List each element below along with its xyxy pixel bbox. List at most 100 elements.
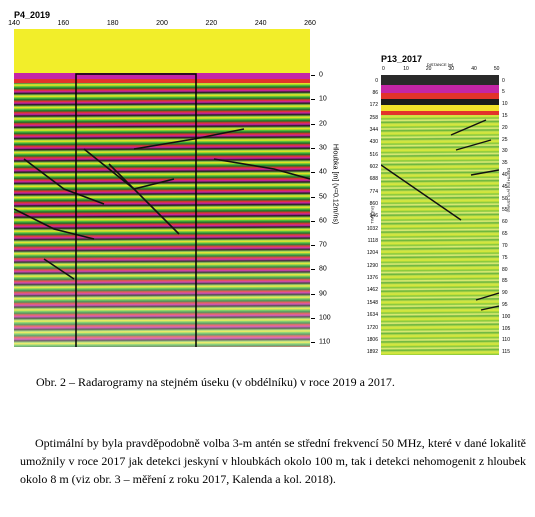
distance-tick-label: 180 (106, 20, 119, 27)
distance-tick-label: 30 (448, 66, 455, 72)
right-radargram-depth-axis-title: DEPTH [m] (v=0.12m/ns) (506, 167, 512, 213)
depth-tick-label: 0 (502, 77, 505, 84)
time-tick-label: 860 (369, 201, 378, 208)
distance-tick-label: 200 (156, 20, 168, 27)
depth-tick-label: 60 (502, 219, 508, 226)
depth-tick-label: 105 (502, 325, 511, 332)
axis-tick-mark (311, 75, 315, 77)
depth-tick-label: 95 (502, 301, 508, 308)
axis-tick-mark (311, 317, 315, 319)
left-radargram-depth-axis: 0 10 20 30 40 50 60 70 80 90 100 110 (311, 29, 351, 347)
time-tick-label: 430 (369, 139, 378, 146)
time-tick-label: 1720 (366, 324, 378, 331)
left-radargram-distance-axis: 140 160 180 200 220 240 260 (8, 20, 316, 30)
time-tick-label: 1548 (366, 299, 378, 306)
distance-tick-label: 140 (8, 20, 20, 27)
time-tick-label: 1376 (366, 275, 378, 282)
depth-tick-label: 40 (502, 172, 508, 179)
axis-tick-mark (311, 196, 315, 198)
depth-tick-label: 20 (502, 124, 508, 131)
comparison-rectangle (75, 73, 197, 347)
distance-tick-label: 240 (254, 20, 267, 27)
left-radargram-depth-axis-title: Hloubka [m] (v=0.12m/ns) (331, 143, 339, 225)
depth-tick-label: 30 (502, 148, 508, 155)
depth-tick-label: 55 (502, 207, 508, 214)
time-tick-label: 602 (369, 164, 378, 171)
depth-tick-label: 70 (319, 241, 327, 249)
distance-tick-label: 220 (205, 20, 218, 27)
time-tick-label: 1462 (366, 287, 378, 294)
time-tick-label: 516 (369, 151, 378, 158)
depth-tick-label: 75 (502, 254, 508, 261)
distance-tick-label: 0 (381, 66, 385, 72)
depth-tick-label: 10 (319, 95, 327, 103)
depth-tick-label: 0 (319, 71, 323, 79)
distance-tick-label: 10 (403, 66, 409, 72)
time-tick-label: 946 (369, 213, 378, 220)
distance-tick-label: 160 (57, 20, 70, 27)
depth-tick-label: 110 (502, 337, 510, 344)
right-radargram-distance-label: DISTANCE [m] (426, 62, 454, 67)
left-radargram-image (14, 29, 310, 347)
time-tick-label: 1892 (366, 349, 378, 356)
depth-tick-label: 50 (319, 193, 327, 201)
depth-tick-label: 60 (319, 217, 327, 225)
body-paragraph: Optimální by byla pravděpodobně volba 3-… (20, 436, 526, 486)
axis-tick-mark (311, 220, 315, 222)
depth-tick-label: 45 (502, 183, 508, 190)
right-radargram-title: P13_2017 (381, 54, 423, 64)
figure-caption: Obr. 2 – Radarogramy na stejném úseku (v… (36, 375, 395, 389)
right-radargram-time-axis-title: TIME [ns] (369, 206, 375, 224)
time-tick-label: 1290 (366, 262, 378, 269)
depth-tick-label: 5 (502, 89, 505, 96)
axis-tick-mark (311, 123, 315, 125)
time-tick-label: 774 (369, 188, 378, 195)
time-tick-label: 258 (369, 114, 378, 121)
depth-tick-label: 20 (319, 120, 327, 128)
depth-tick-label: 110 (319, 338, 331, 346)
axis-tick-mark (311, 99, 315, 101)
depth-tick-label: 35 (502, 160, 508, 167)
depth-tick-label: 85 (502, 278, 508, 285)
depth-tick-label: 70 (502, 242, 508, 249)
depth-tick-label: 10 (502, 101, 508, 108)
depth-tick-label: 25 (502, 136, 508, 143)
distance-tick-label: 50 (493, 66, 500, 72)
distance-tick-label: 260 (304, 20, 316, 27)
right-radargram-image (381, 75, 499, 355)
depth-tick-label: 90 (319, 290, 327, 298)
depth-tick-label: 65 (502, 231, 508, 238)
time-tick-label: 1118 (367, 238, 378, 245)
axis-tick-mark (311, 245, 315, 247)
time-tick-label: 172 (369, 102, 378, 109)
time-tick-label: 344 (369, 126, 378, 133)
right-radargram-distance-axis: 0 10 20 30 40 50 (381, 66, 499, 76)
right-radargram-depth-axis: 0 5 10 15 20 25 30 35 40 45 50 55 60 65 70 75 80 85 90 95 10… (499, 75, 519, 356)
depth-tick-label: 50 (502, 195, 508, 202)
depth-tick-label: 80 (319, 265, 327, 273)
time-tick-label: 688 (369, 176, 378, 183)
axis-tick-mark (311, 342, 315, 344)
axis-tick-mark (311, 293, 315, 295)
time-tick-label: 1806 (366, 336, 378, 343)
time-tick-label: 1634 (366, 312, 378, 319)
time-tick-label: 1032 (366, 225, 378, 232)
depth-tick-label: 80 (502, 266, 508, 273)
axis-tick-mark (311, 172, 315, 174)
depth-tick-label: 100 (319, 314, 331, 322)
left-radargram-title: P4_2019 (14, 10, 51, 20)
depth-tick-label: 40 (319, 168, 327, 176)
distance-tick-label: 40 (471, 66, 477, 72)
depth-tick-label: 90 (502, 290, 508, 297)
depth-tick-label: 30 (319, 144, 327, 152)
time-tick-label: 86 (372, 89, 378, 96)
axis-tick-mark (311, 269, 315, 271)
axis-tick-mark (311, 147, 315, 149)
right-radargram-time-axis: 0 86 172 258 344 430 516 602 688 774 860 946 1032 111… (352, 75, 381, 356)
time-tick-label: 1204 (366, 250, 378, 257)
depth-tick-label: 100 (502, 313, 511, 320)
time-tick-label: 0 (375, 77, 378, 84)
depth-tick-label: 115 (502, 349, 510, 356)
distance-tick-label: 20 (425, 66, 432, 72)
depth-tick-label: 15 (502, 113, 508, 120)
